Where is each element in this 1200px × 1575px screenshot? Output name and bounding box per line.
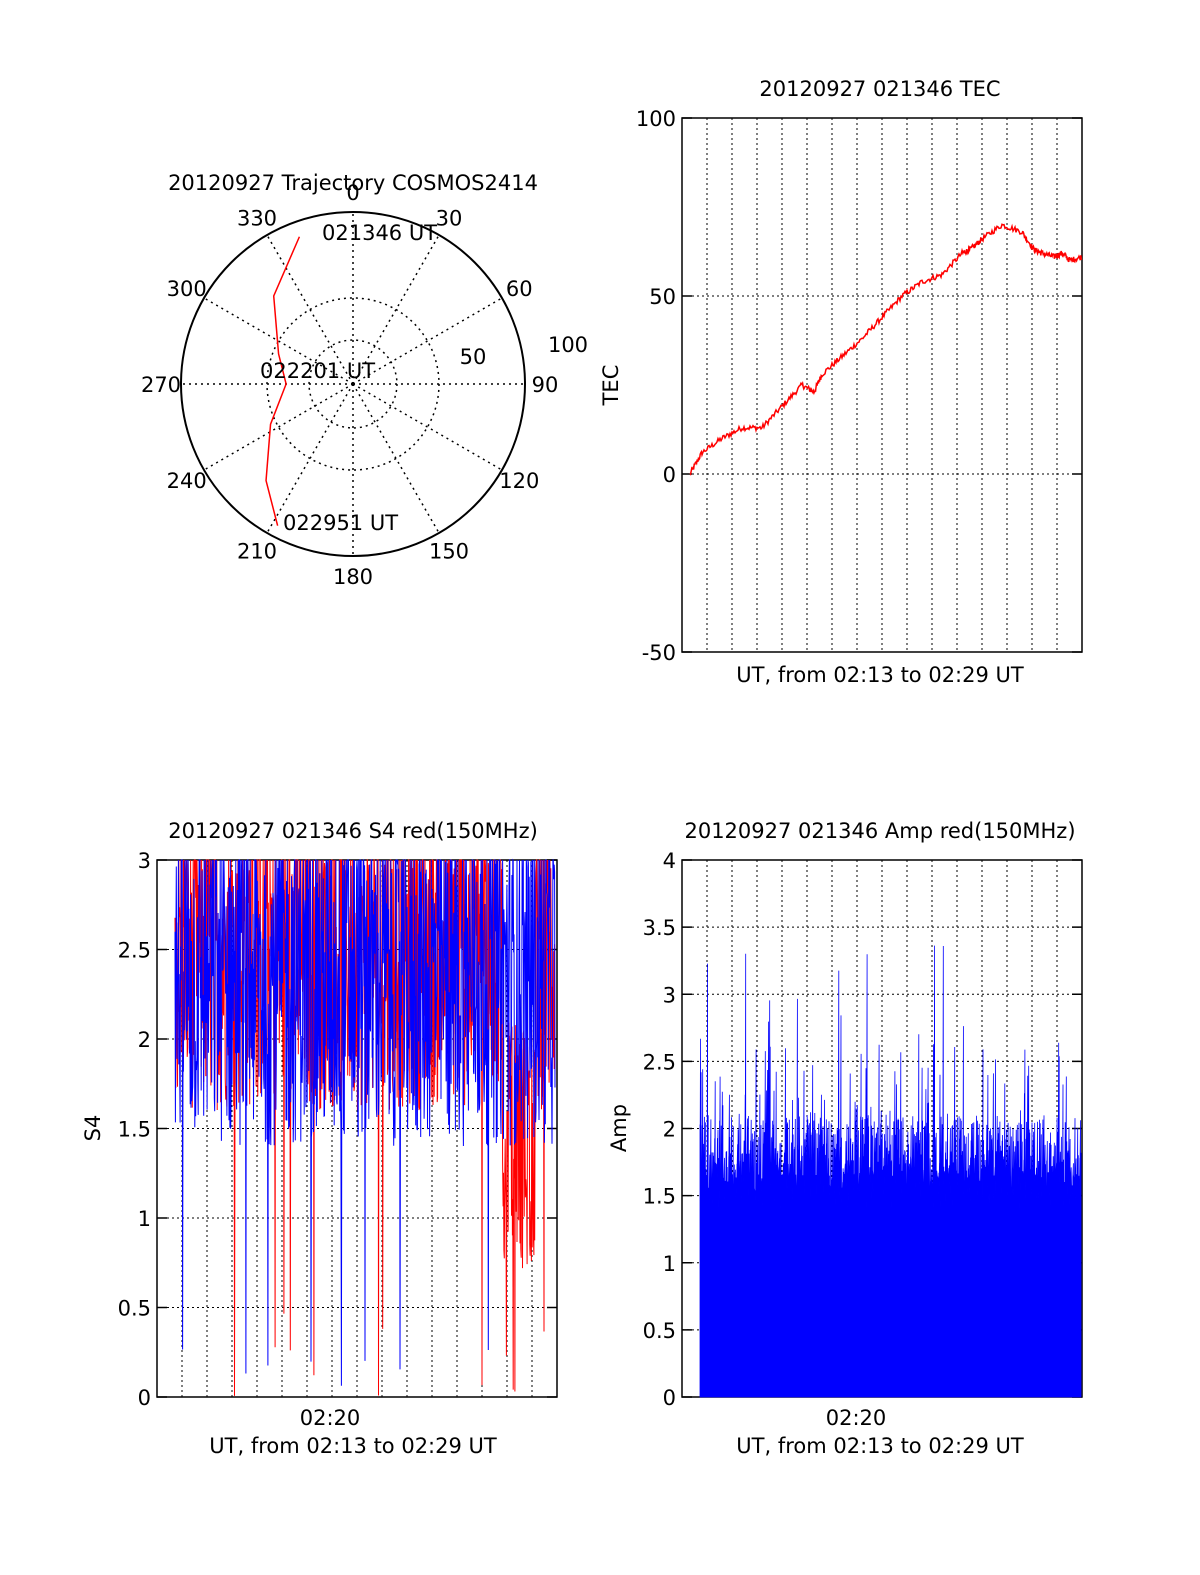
polar-spoke xyxy=(266,383,354,534)
polar-azimuth-label: 210 xyxy=(237,539,277,563)
s4-ytick-label: 1 xyxy=(138,1207,151,1231)
tec-axes: 100 50 0 -50 xyxy=(636,107,1083,665)
amp-ytick-label: 4 xyxy=(663,849,676,873)
trajectory-polar-plot: 20120927 Trajectory COSMOS2414 0 30 60 90 12… xyxy=(141,171,588,589)
amp-plot: 20120927 021346 Amp red(150MHz) 02:20 UT… xyxy=(607,819,1083,1458)
polar-spoke xyxy=(352,297,503,385)
amp-ytick-label: 1.5 xyxy=(643,1185,676,1209)
polar-azimuth-label: 300 xyxy=(167,277,207,301)
polar-azimuth-label: 30 xyxy=(436,207,463,231)
s4-ytick-label: 2.5 xyxy=(118,939,151,963)
s4-title: 20120927 021346 S4 red(150MHz) xyxy=(168,819,538,843)
polar-spoke xyxy=(266,234,354,385)
s4-plot: 20120927 021346 S4 red(150MHz) 02:20 UT,… xyxy=(81,819,558,1458)
polar-azimuth-label: 90 xyxy=(532,373,559,397)
tec-ytick-label: 50 xyxy=(649,285,676,309)
tec-line xyxy=(689,223,1083,476)
trajectory-path xyxy=(265,236,301,526)
polar-trajectory: 021346 UT 022201 UT 022951 UT xyxy=(260,221,437,535)
polar-spoke xyxy=(352,383,440,534)
amp-ytick-label: 3 xyxy=(663,983,676,1007)
s4-blue-line xyxy=(174,858,556,1386)
tec-ytick-label: 0 xyxy=(663,463,676,487)
s4-xlabel: UT, from 02:13 to 02:29 UT xyxy=(209,1434,497,1458)
tec-plot: 20120927 021346 TEC UT, from 02:13 to 02… xyxy=(599,77,1083,687)
amp-title: 20120927 021346 Amp red(150MHz) xyxy=(684,819,1075,843)
trajectory-mid-label: 022201 UT xyxy=(260,359,375,383)
polar-spoke xyxy=(352,234,440,385)
polar-azimuth-label: 60 xyxy=(506,277,533,301)
polar-azimuth-labels: 0 30 60 90 120 150 180 210 240 270 300 330 50 100 xyxy=(141,181,588,589)
polar-azimuth-label: 0 xyxy=(346,181,359,205)
s4-xtick: 02:20 xyxy=(300,1406,361,1430)
polar-azimuth-label: 330 xyxy=(237,207,277,231)
tec-title: 20120927 021346 TEC xyxy=(759,77,1000,101)
polar-elevation-label: 100 xyxy=(548,333,588,357)
polar-outer-ring xyxy=(180,211,526,557)
s4-ytick-label: 0 xyxy=(138,1386,151,1410)
s4-series xyxy=(174,858,556,1396)
s4-ytick-label: 2 xyxy=(138,1028,151,1052)
polar-azimuth-label: 150 xyxy=(429,539,469,563)
polar-spoke xyxy=(203,383,354,471)
polar-azimuth-label: 180 xyxy=(333,565,373,589)
s4-axes: 3 2.5 2 1.5 1 0.5 0 xyxy=(118,849,558,1410)
tec-ylabel: TEC xyxy=(599,365,623,407)
s4-ytick-label: 3 xyxy=(138,849,151,873)
polar-elevation-label: 50 xyxy=(460,345,487,369)
amp-ytick-label: 0.5 xyxy=(643,1319,676,1343)
amp-ytick-label: 3.5 xyxy=(643,916,676,940)
trajectory-start-label: 021346 UT xyxy=(322,221,437,245)
polar-spoke xyxy=(352,383,503,471)
polar-azimuth-label: 240 xyxy=(167,469,207,493)
tec-series xyxy=(689,223,1083,476)
tec-xlabel: UT, from 02:13 to 02:29 UT xyxy=(736,663,1024,687)
s4-ytick-label: 0.5 xyxy=(118,1297,151,1321)
polar-azimuth-label: 270 xyxy=(141,373,181,397)
amp-ytick-label: 0 xyxy=(663,1386,676,1410)
amp-series xyxy=(699,945,1082,1398)
amp-xtick: 02:20 xyxy=(826,1406,887,1430)
polar-azimuth-label: 120 xyxy=(499,469,539,493)
amp-bars xyxy=(699,945,1082,1398)
tec-ytick-label: 100 xyxy=(636,107,676,131)
s4-ylabel: S4 xyxy=(81,1115,105,1142)
polar-spoke xyxy=(203,297,354,385)
polar-grid xyxy=(180,211,526,557)
tec-ytick-label: -50 xyxy=(642,641,676,665)
amp-ytick-label: 2.5 xyxy=(643,1050,676,1074)
amp-ytick-label: 2 xyxy=(663,1118,676,1142)
s4-ytick-label: 1.5 xyxy=(118,1118,151,1142)
amp-ylabel: Amp xyxy=(607,1104,631,1152)
amp-xlabel: UT, from 02:13 to 02:29 UT xyxy=(736,1434,1024,1458)
polar-title: 20120927 Trajectory COSMOS2414 xyxy=(168,171,538,195)
amp-ytick-label: 1 xyxy=(663,1252,676,1276)
trajectory-end-label: 022951 UT xyxy=(283,511,398,535)
